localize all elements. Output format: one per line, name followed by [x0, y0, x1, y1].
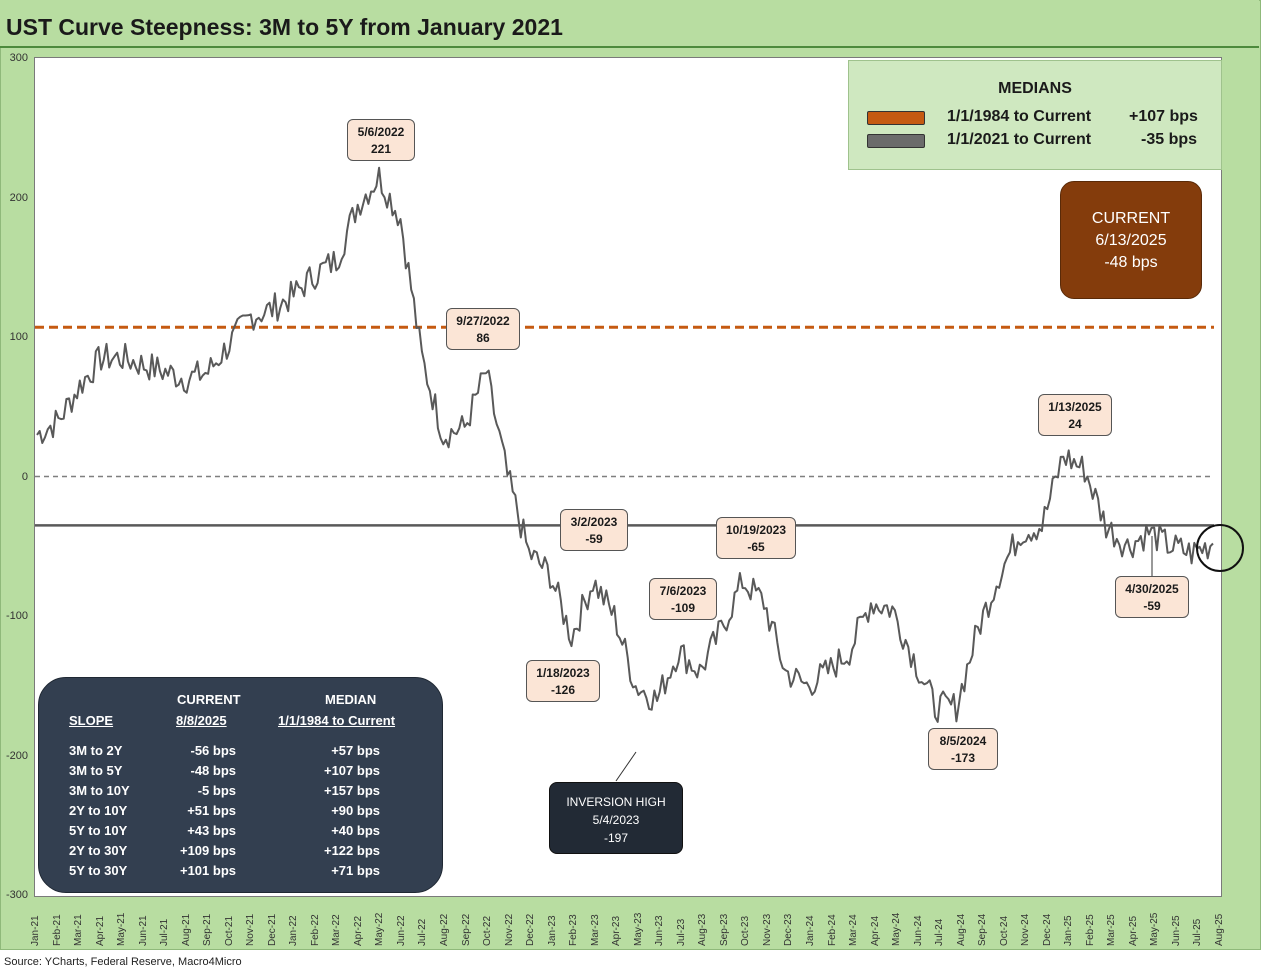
- annotation-date: 5/6/2022: [357, 125, 405, 139]
- annotation-value: -65: [747, 540, 765, 554]
- legend-label-1984: 1/1/1984 to Current: [947, 108, 1092, 125]
- title-bar: UST Curve Steepness: 3M to 5Y from Janua…: [0, 0, 1259, 48]
- slope-cell-current: -5 bps: [197, 783, 236, 798]
- slope-cell-slope: 3M to 2Y: [69, 743, 123, 758]
- slope-cell-current: +109 bps: [179, 843, 236, 858]
- slope-cell-current: +101 bps: [179, 863, 236, 878]
- slope-cell-median: +40 bps: [331, 823, 380, 838]
- legend-swatch-2021: [867, 134, 925, 148]
- slope-cell-slope: 5Y to 10Y: [69, 823, 128, 838]
- y-tick-label: -100: [5, 610, 28, 622]
- slope-cell-median: +122 bps: [323, 843, 380, 858]
- slope-cell-slope: 3M to 10Y: [69, 783, 130, 798]
- annotation-oct-2023: 10/19/2023 -65: [716, 517, 796, 559]
- slope-cell-current: -48 bps: [190, 763, 236, 778]
- current-date: 6/13/2025: [1095, 232, 1167, 249]
- inversion-date: 5/4/2023: [592, 813, 640, 827]
- y-tick-label: -300: [5, 889, 28, 901]
- header-current-date: 8/8/2025: [176, 713, 227, 728]
- slope-cell-current: -56 bps: [190, 743, 236, 758]
- annotation-date: 4/30/2025: [1125, 582, 1179, 596]
- slope-cell-slope: 2Y to 10Y: [69, 803, 128, 818]
- chart-title: UST Curve Steepness: 3M to 5Y from Janua…: [6, 14, 563, 40]
- y-tick-label: 0: [21, 470, 28, 483]
- annotation-jul-2023: 7/6/2023 -109: [649, 578, 717, 620]
- inversion-connector: [615, 751, 637, 782]
- annotation-date: 1/18/2023: [536, 666, 590, 680]
- current-value-box: CURRENT 6/13/2025 -48 bps: [1060, 181, 1202, 299]
- slope-cell-median: +71 bps: [331, 863, 380, 878]
- slope-cell-median: +57 bps: [331, 743, 380, 758]
- series-line: [36, 166, 1214, 723]
- annotation-value: -59: [585, 532, 603, 546]
- annotation-apr-2025: 4/30/2025 -59: [1115, 576, 1189, 618]
- slope-cell-slope: 3M to 5Y: [69, 763, 123, 778]
- annotation-value: -59: [1143, 599, 1161, 613]
- y-tick-label: 100: [9, 331, 28, 343]
- annotation-date: 3/2/2023: [570, 515, 618, 529]
- inversion-value: -197: [603, 831, 629, 845]
- slope-table: CURRENT MEDIAN SLOPE 8/8/2025 1/1/1984 t…: [38, 677, 443, 893]
- slope-cell-slope: 2Y to 30Y: [69, 843, 128, 858]
- slope-cell-median: +90 bps: [331, 803, 380, 818]
- header-median-range: 1/1/1984 to Current: [278, 713, 396, 728]
- slope-cell-current: +43 bps: [187, 823, 236, 838]
- current-marker-circle: [1196, 524, 1244, 572]
- legend-title: MEDIANS: [998, 80, 1072, 97]
- annotation-value: -109: [670, 601, 696, 615]
- slope-cell-median: +157 bps: [323, 783, 380, 798]
- annotation-value: 24: [1068, 417, 1082, 431]
- annotation-value: -173: [950, 751, 976, 765]
- annotation-value: -126: [550, 683, 576, 697]
- annotation-date: 8/5/2024: [939, 734, 987, 748]
- annotation-mar-2023: 3/2/2023 -59: [560, 509, 628, 551]
- y-tick-label: 200: [9, 191, 28, 204]
- medians-legend: MEDIANS 1/1/1984 to Current +107 bps 1/1…: [848, 60, 1222, 170]
- header-slope: SLOPE: [69, 713, 114, 728]
- annotation-date: 9/27/2022: [456, 314, 510, 328]
- header-median: MEDIAN: [325, 692, 377, 707]
- annotation-sep-2022: 9/27/2022 86: [446, 308, 520, 350]
- source-note: Source: YCharts, Federal Reserve, Macro4…: [4, 956, 242, 968]
- y-tick-label: -200: [5, 749, 28, 762]
- annotation-date: 10/19/2023: [725, 523, 787, 537]
- annotation-value: 86: [476, 331, 490, 345]
- annotation-peak: 5/6/2022 221: [347, 119, 415, 161]
- legend-label-2021: 1/1/2021 to Current: [947, 131, 1092, 148]
- inversion-label: INVERSION HIGH: [566, 795, 666, 809]
- annotation-value: 221: [370, 142, 392, 156]
- slope-cell-slope: 5Y to 30Y: [69, 863, 128, 878]
- legend-value-2021: -35 bps: [1141, 131, 1198, 148]
- annotation-date: 1/13/2025: [1048, 400, 1102, 414]
- annotation-date: 7/6/2023: [659, 584, 707, 598]
- y-tick-label: 300: [9, 52, 28, 64]
- annotation-aug-2024: 8/5/2024 -173: [928, 728, 998, 770]
- header-current: CURRENT: [177, 692, 241, 707]
- annotation-jan-2023: 1/18/2023 -126: [526, 660, 600, 702]
- slope-cell-current: +51 bps: [187, 803, 236, 818]
- current-value: -48 bps: [1104, 254, 1158, 271]
- slope-cell-median: +107 bps: [323, 763, 380, 778]
- annotation-jan-2025: 1/13/2025 24: [1038, 394, 1112, 436]
- legend-swatch-1984: [867, 111, 925, 125]
- current-label: CURRENT: [1091, 210, 1171, 227]
- legend-value-1984: +107 bps: [1129, 108, 1198, 125]
- inversion-high-box: INVERSION HIGH 5/4/2023 -197: [549, 782, 683, 854]
